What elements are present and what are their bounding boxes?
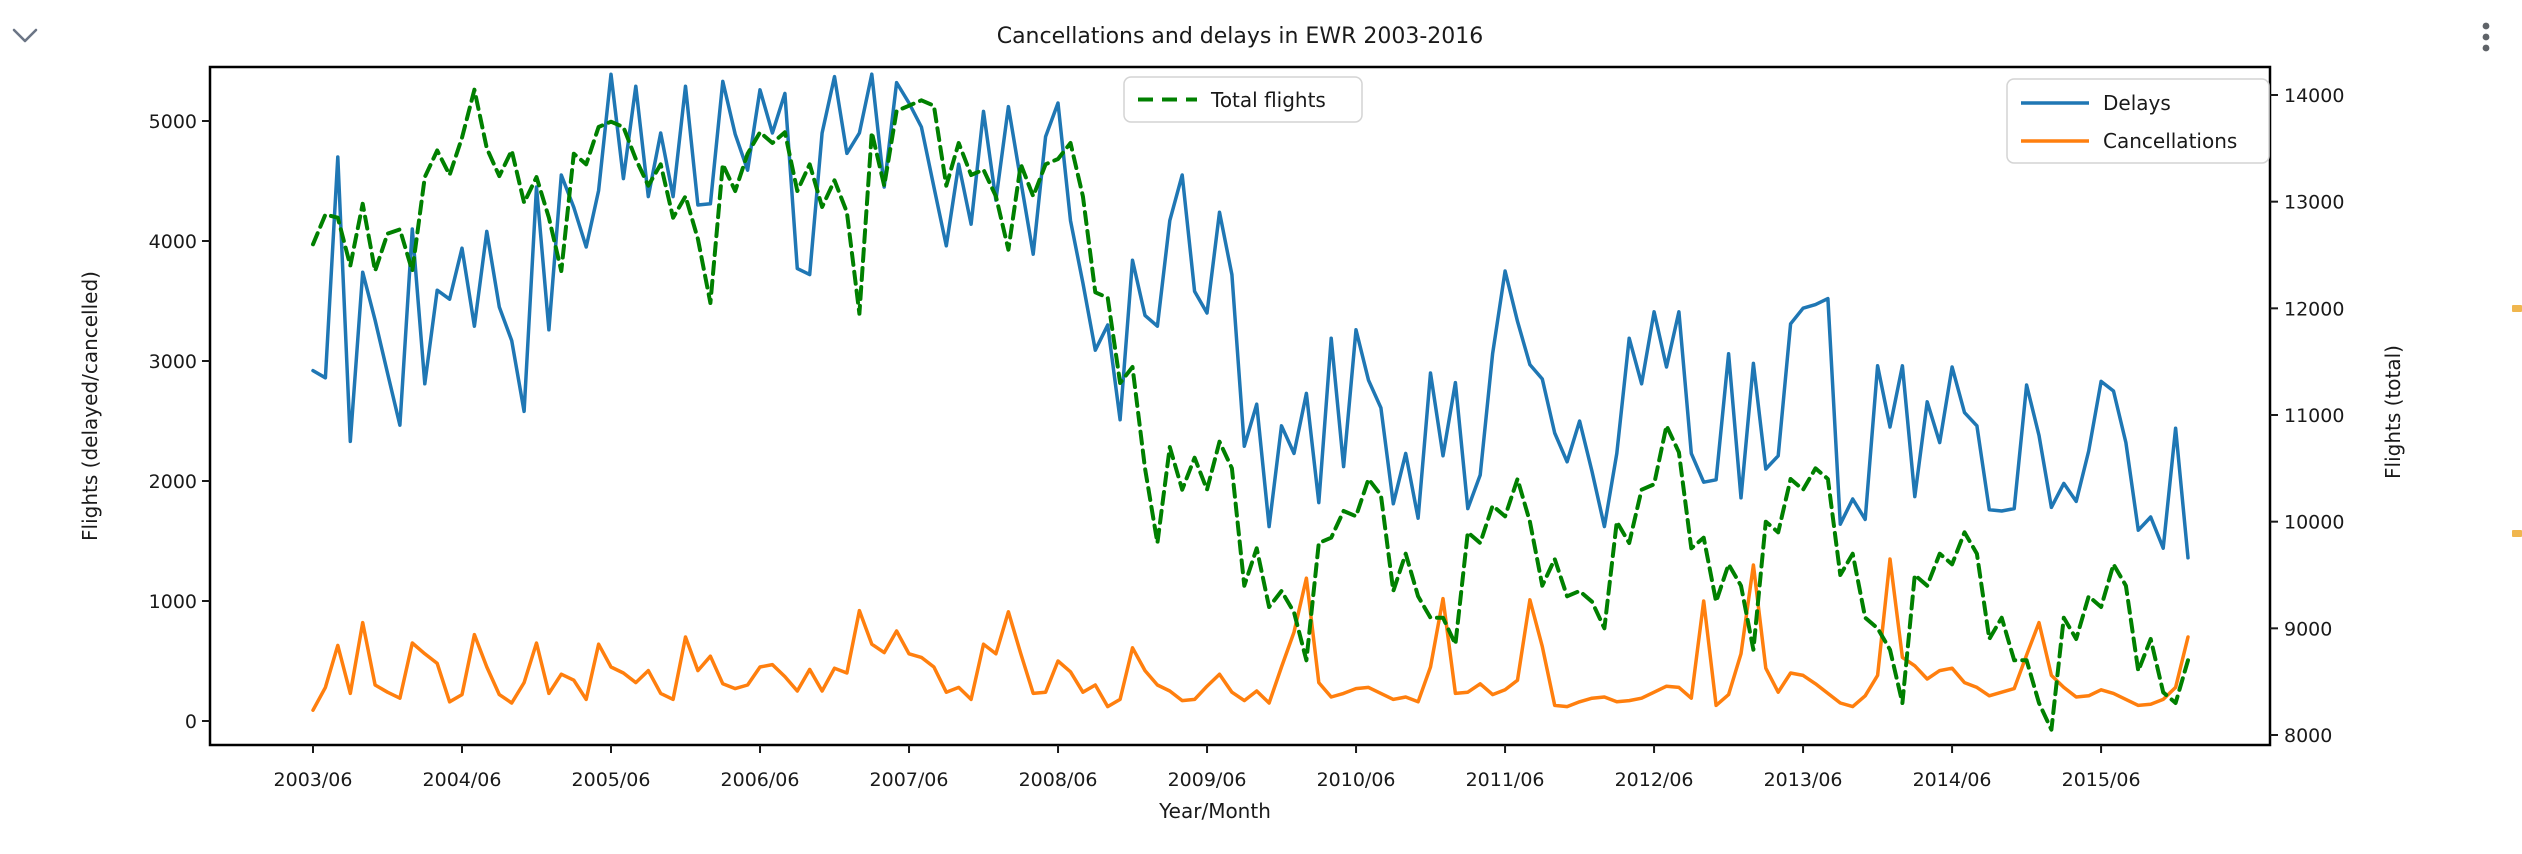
total-flights-line <box>311 87 2190 732</box>
x-axis-ticks: 2003/06 2004/06 2005/06 2006/06 2007/06 2008/… <box>274 745 2141 791</box>
chart-title: Cancellations and delays in EWR 2003-201… <box>997 24 1484 49</box>
right-tick-label: 8000 <box>2284 725 2332 747</box>
cancellations-line <box>311 557 2190 712</box>
left-tick-label: 4000 <box>149 231 197 253</box>
kebab-dot <box>2482 22 2490 30</box>
left-y-axis-label: Flights (delayed/cancelled) <box>78 271 102 541</box>
x-tick-label: 2011/06 <box>1466 769 1545 791</box>
left-tick-label: 1000 <box>149 591 197 613</box>
minimap-mark <box>2512 305 2522 312</box>
legend-label-delays: Delays <box>2103 91 2171 115</box>
right-tick-label: 9000 <box>2284 618 2332 640</box>
plot-lines <box>311 72 2190 732</box>
right-tick-label: 11000 <box>2284 405 2344 427</box>
x-tick-label: 2005/06 <box>572 769 651 791</box>
legend-delays-cancellations: Delays Cancellations <box>2006 78 2270 164</box>
x-tick-label: 2007/06 <box>870 769 949 791</box>
chevron-down-icon[interactable] <box>12 28 38 43</box>
x-tick-label: 2015/06 <box>2062 769 2141 791</box>
right-y-axis-label: Flights (total) <box>2381 345 2405 479</box>
kebab-dot <box>2482 44 2490 52</box>
x-tick-label: 2014/06 <box>1913 769 1992 791</box>
x-tick-label: 2006/06 <box>721 769 800 791</box>
legend-box <box>1123 76 1363 123</box>
left-tick-label: 2000 <box>149 471 197 493</box>
x-tick-label: 2004/06 <box>423 769 502 791</box>
left-axis-ticks: 0 1000 2000 3000 4000 5000 <box>149 111 210 733</box>
minimap-mark <box>2512 530 2522 537</box>
cell-controls-right <box>2482 22 2490 52</box>
right-tick-label: 12000 <box>2284 298 2344 320</box>
delays-line <box>311 72 2190 560</box>
left-tick-label: 3000 <box>149 351 197 373</box>
legend-total-flights: Total flights <box>1123 76 1363 123</box>
x-tick-label: 2003/06 <box>274 769 353 791</box>
right-tick-label: 14000 <box>2284 85 2344 107</box>
right-tick-label: 10000 <box>2284 512 2344 534</box>
right-axis-ticks: 8000 9000 10000 11000 12000 13000 14000 <box>2270 85 2344 747</box>
left-tick-label: 0 <box>185 711 197 733</box>
kebab-dot <box>2482 33 2490 41</box>
x-tick-label: 2012/06 <box>1615 769 1694 791</box>
left-tick-label: 5000 <box>149 111 197 133</box>
cell-controls-left <box>12 28 38 43</box>
x-axis-label: Year/Month <box>1158 799 1271 823</box>
legend-label-total-flights: Total flights <box>1210 88 1326 112</box>
x-tick-label: 2010/06 <box>1317 769 1396 791</box>
kebab-menu-icon[interactable] <box>2482 22 2490 52</box>
x-tick-label: 2008/06 <box>1019 769 1098 791</box>
right-tick-label: 13000 <box>2284 192 2344 214</box>
x-tick-label: 2013/06 <box>1764 769 1843 791</box>
plot-border <box>208 65 2272 747</box>
legend-label-cancellations: Cancellations <box>2103 129 2237 153</box>
x-tick-label: 2009/06 <box>1168 769 1247 791</box>
